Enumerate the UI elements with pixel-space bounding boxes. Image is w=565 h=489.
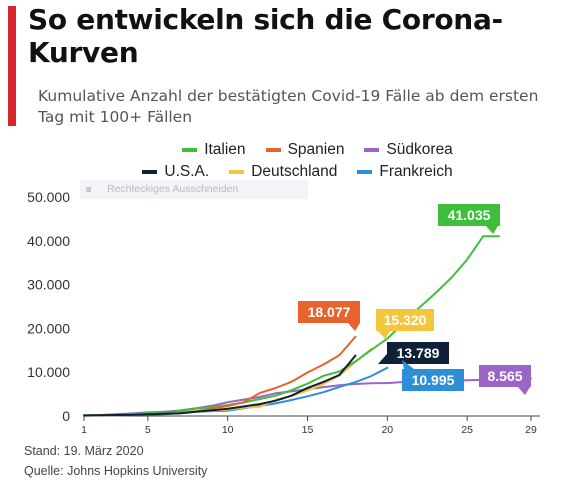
chart-title: So entwickeln sich die Corona-Kurven (28, 3, 503, 69)
end-label-box (387, 342, 449, 364)
end-label-box (402, 369, 464, 391)
end-label-pointer (378, 354, 389, 364)
end-label-spanien: 18.077 (298, 301, 360, 331)
legend-swatch (357, 170, 373, 174)
end-label-pointer (378, 331, 390, 339)
y-tick-label: 30.000 (27, 277, 70, 293)
tooltip-dot-icon (86, 186, 91, 192)
y-tick-label: 20.000 (27, 320, 70, 336)
end-label-s-dkorea: 8.565 (479, 365, 531, 395)
legend-swatch (229, 170, 245, 174)
series-line-italien (83, 235, 501, 417)
legend-item-u-s-a-: U.S.A. (142, 163, 209, 181)
y-tick-label: 50.000 (27, 189, 70, 205)
x-tick-label: 10 (222, 424, 234, 436)
end-label-box (376, 309, 434, 331)
legend-swatch (364, 148, 380, 152)
end-label-pointer (486, 226, 498, 234)
end-label-text: 41.035 (448, 207, 491, 223)
x-tick-label: 25 (461, 424, 473, 436)
end-label-box (479, 365, 531, 387)
y-tick-label: 40.000 (27, 233, 70, 249)
legend-swatch (182, 148, 198, 152)
end-label-text: 13.789 (397, 345, 440, 361)
end-label-pointer (402, 360, 414, 369)
legend-item-spanien: Spanien (265, 141, 345, 159)
end-label-text: 18.077 (308, 304, 351, 320)
legend-row-1: Italien Spanien Südkorea (0, 139, 565, 161)
legend-row-2: U.S.A. Deutschland Frankreich (0, 161, 565, 183)
end-label-box (438, 204, 500, 226)
legend-item-deutschland: Deutschland (229, 163, 337, 181)
end-label-pointer (518, 387, 530, 395)
legend-item-italien: Italien (182, 141, 246, 159)
y-tick-label: 0 (62, 408, 70, 424)
end-label-text: 15.320 (384, 312, 427, 328)
x-tick-label: 29 (525, 424, 537, 436)
end-label-pointer (348, 323, 360, 331)
end-label-deutschland: 15.320 (376, 309, 434, 339)
x-tick-label: 15 (302, 424, 314, 436)
series-line-u-s-a- (83, 354, 357, 417)
footer-date: Stand: 19. März 2020 (24, 444, 144, 458)
legend-label: Spanien (287, 141, 345, 158)
title-accent-bar (8, 6, 16, 126)
legend-label: Südkorea (386, 141, 453, 158)
x-tick-label: 5 (145, 424, 151, 436)
end-label-box (298, 301, 360, 323)
end-label-u-s-a-: 13.789 (378, 342, 449, 364)
legend-swatch (142, 170, 158, 174)
chart-legend: Italien Spanien Südkorea U.S.A. Deutschland… (0, 139, 565, 183)
legend-item-frankreich: Frankreich (357, 163, 453, 181)
chart-subtitle: Kumulative Anzahl der bestätigten Covid-… (38, 87, 539, 126)
legend-label: U.S.A. (164, 163, 210, 180)
end-label-text: 10.995 (412, 372, 455, 388)
legend-label: Deutschland (251, 163, 338, 180)
x-tick-label: 20 (381, 424, 393, 436)
tooltip-text: Rechteckiges Ausschneiden (107, 183, 239, 195)
legend-label: Frankreich (379, 163, 453, 180)
end-label-frankreich: 10.995 (402, 360, 464, 391)
end-label-text: 8.565 (487, 368, 522, 384)
screenshot-tool-tooltip: Rechteckiges Ausschneiden (80, 180, 308, 199)
footer-source: Quelle: Johns Hopkins University (24, 464, 208, 478)
legend-label: Italien (204, 141, 246, 158)
end-label-italien: 41.035 (438, 204, 500, 234)
legend-item-s-dkorea: Südkorea (364, 141, 453, 159)
x-tick-label: 1 (81, 424, 87, 436)
chart-footer: Stand: 19. März 2020 Quelle: Johns Hopki… (24, 441, 207, 481)
y-tick-label: 10.000 (27, 364, 70, 380)
legend-swatch (265, 148, 281, 152)
